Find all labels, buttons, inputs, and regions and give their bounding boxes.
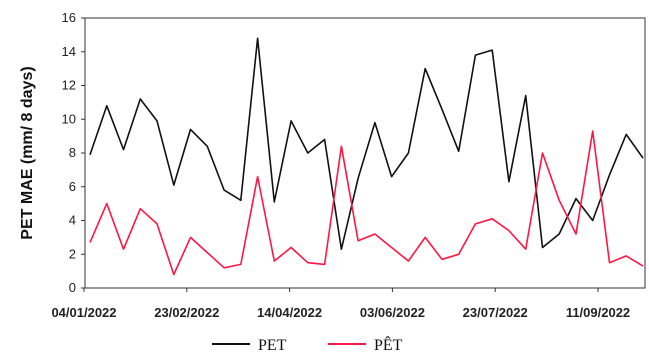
x-axis-ticks: 04/01/2022 23/02/2022 14/04/2022 03/06/2022… [51, 288, 630, 320]
y-axis-label: PET MAE (mm/ 8 days) [19, 66, 36, 239]
y-tick-label: 8 [69, 145, 76, 160]
y-tick-label: 6 [69, 179, 76, 194]
y-tick-label: 2 [69, 246, 76, 261]
x-tick-label: 23/07/2022 [463, 305, 528, 320]
series-line-pet-hat [89, 130, 644, 276]
x-tick-label: 23/02/2022 [154, 305, 219, 320]
y-tick-label: 14 [62, 44, 76, 59]
legend-label-pet: PET [258, 337, 287, 354]
x-tick-label: 14/04/2022 [257, 305, 322, 320]
x-tick-label: 04/01/2022 [51, 305, 116, 320]
y-tick-label: 10 [62, 111, 76, 126]
y-tick-label: 12 [62, 78, 76, 93]
series-layer [89, 37, 644, 276]
y-tick-label: 0 [69, 280, 76, 295]
y-tick-label: 16 [62, 10, 76, 25]
legend: PET PÊT [212, 335, 403, 354]
series-line-pet [89, 37, 644, 250]
x-tick-label: 11/09/2022 [566, 305, 630, 320]
legend-label-pet-hat: PÊT [374, 335, 403, 354]
x-tick-label: 03/06/2022 [360, 305, 425, 320]
y-tick-label: 4 [69, 213, 76, 228]
y-axis-ticks: 0 2 4 6 8 10 12 14 16 [62, 10, 85, 295]
